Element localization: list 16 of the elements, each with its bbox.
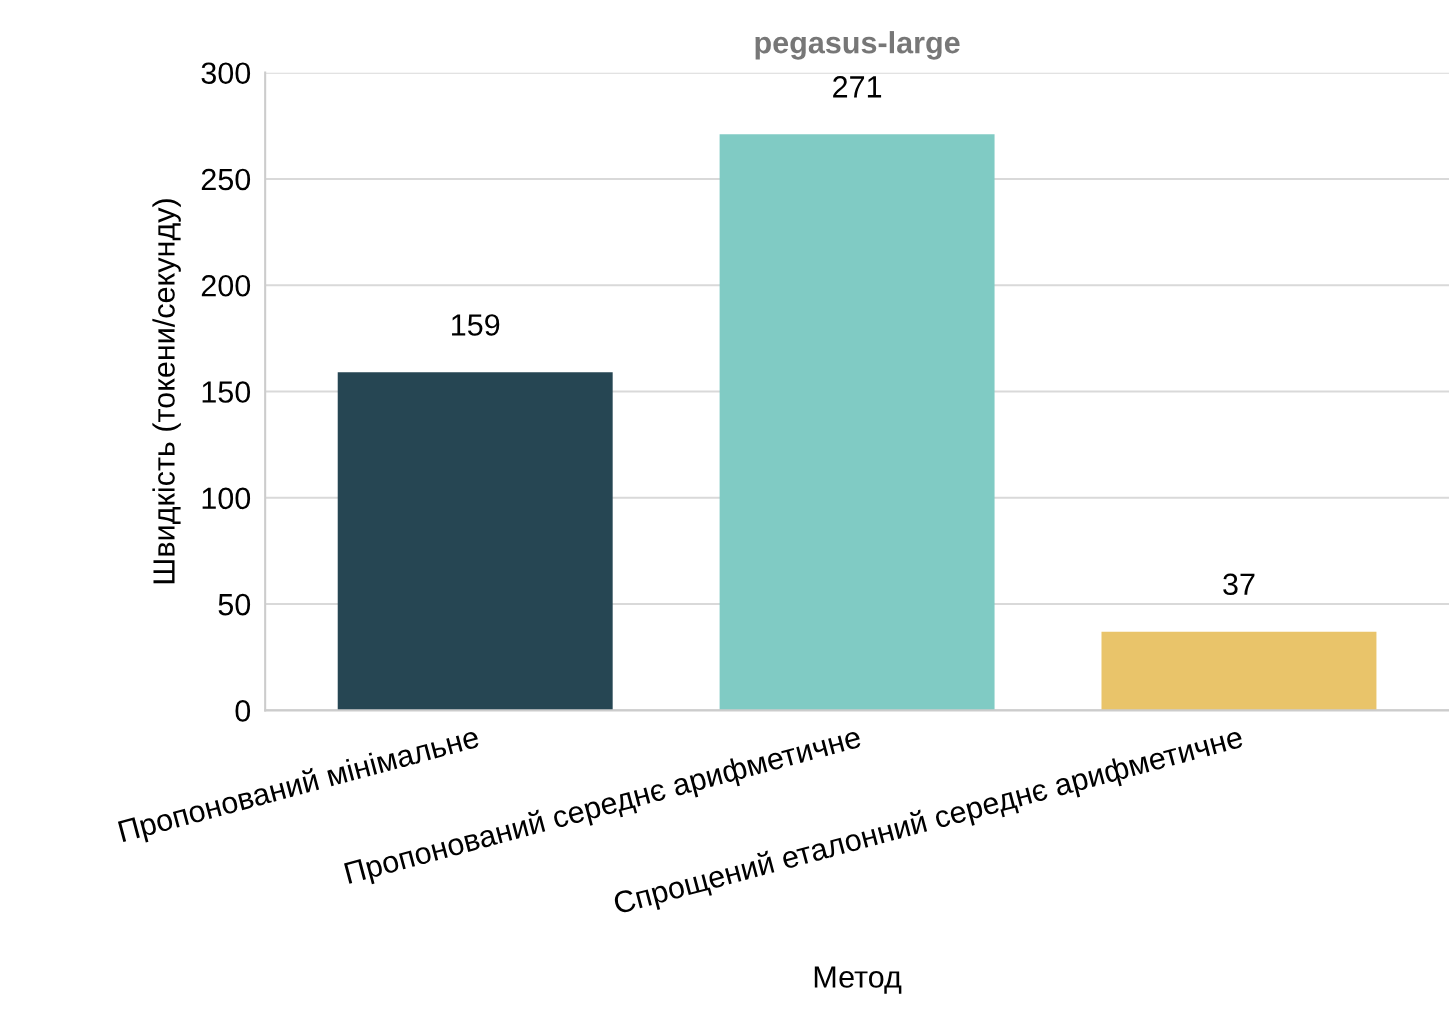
data-label: 37 bbox=[1223, 573, 1255, 596]
y-tick-label: 300 bbox=[201, 62, 251, 85]
y-tick-label: 100 bbox=[202, 487, 251, 510]
y-axis-title: Швидкість (токени/секунду) bbox=[152, 199, 181, 584]
data-label: 271 bbox=[833, 76, 882, 98]
bar bbox=[719, 134, 995, 711]
x-axis-title: Метод bbox=[814, 966, 902, 994]
y-tick-label: 50 bbox=[218, 593, 251, 616]
y-tick-label: 0 bbox=[235, 700, 251, 722]
y-tick-label: 250 bbox=[201, 168, 251, 191]
y-tick-label: 200 bbox=[201, 274, 251, 297]
bar bbox=[337, 372, 613, 711]
bar bbox=[1101, 631, 1377, 711]
y-tick-label: 150 bbox=[202, 381, 251, 403]
chart-title: pegasus-large bbox=[755, 31, 960, 60]
data-label: 159 bbox=[452, 314, 500, 336]
